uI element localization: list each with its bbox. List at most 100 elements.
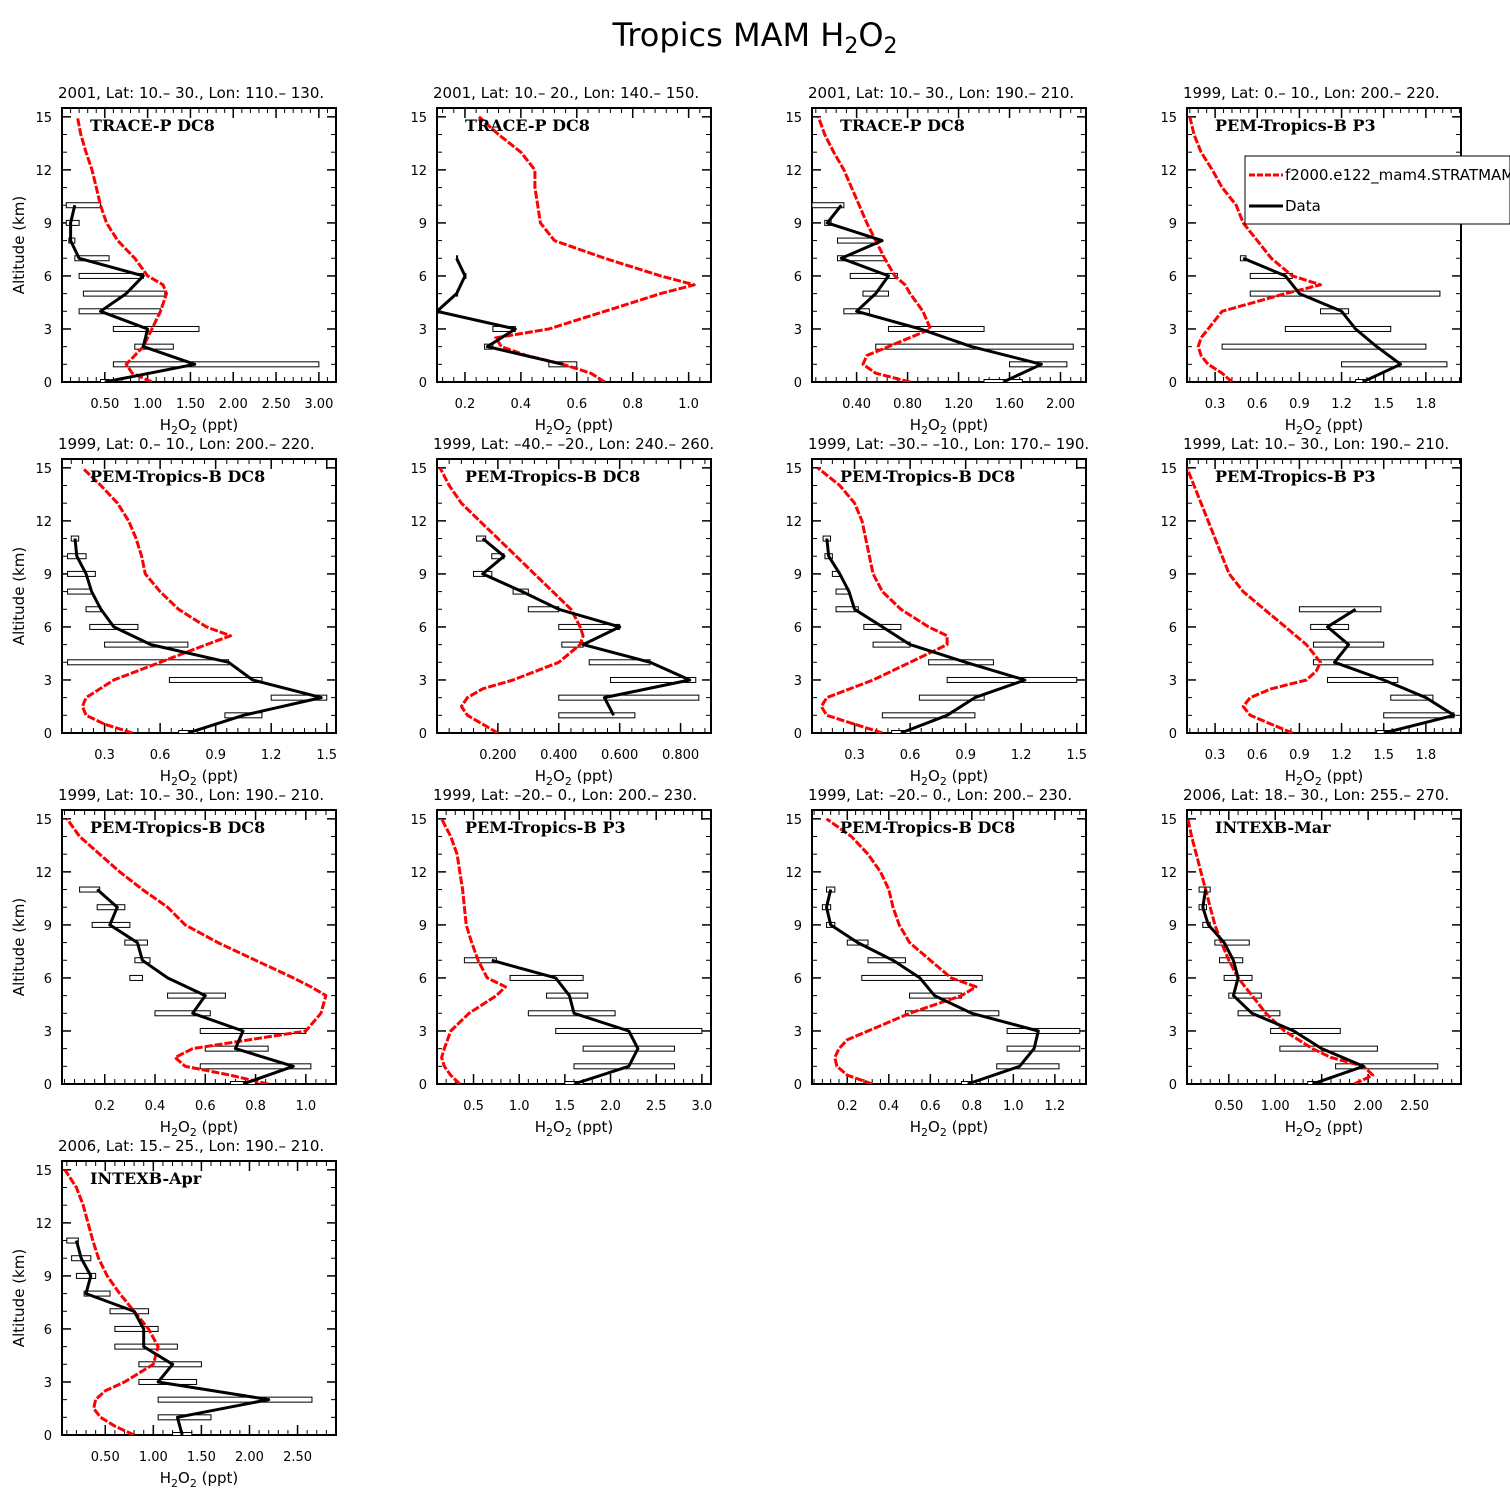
x-tick-label: 2.00 bbox=[235, 1450, 264, 1465]
y-tick-label: 9 bbox=[794, 217, 802, 232]
x-tick-label: 0.2 bbox=[94, 1099, 115, 1114]
x-tick-label: 1.5 bbox=[1373, 397, 1394, 412]
panel-title: 1999, Lat: –30.– –10., Lon: 170.– 190. bbox=[808, 435, 1089, 453]
campaign-label: TRACE-P DC8 bbox=[90, 116, 215, 135]
y-tick-label: 0 bbox=[1169, 376, 1177, 391]
x-tick-label: 0.3 bbox=[1205, 397, 1226, 412]
data-range-bar bbox=[812, 202, 845, 209]
data-series-line bbox=[437, 257, 564, 366]
data-range-bar bbox=[67, 588, 93, 595]
y-tick-label: 3 bbox=[1169, 1025, 1177, 1040]
model-series-line bbox=[63, 1168, 160, 1435]
x-tick-label: 0.3 bbox=[1205, 748, 1226, 763]
y-tick-label: 0 bbox=[1169, 1078, 1177, 1093]
plot-area bbox=[816, 466, 1078, 733]
y-tick-label: 9 bbox=[44, 568, 52, 583]
y-tick-label: 6 bbox=[44, 270, 52, 285]
plot-area bbox=[67, 466, 328, 733]
plot-area bbox=[1187, 818, 1439, 1084]
data-range-bar bbox=[983, 379, 1023, 382]
x-tick-label: 0.40 bbox=[842, 397, 871, 412]
y-tick-label: 12 bbox=[410, 866, 427, 881]
x-tick-label: 1.5 bbox=[555, 1099, 576, 1114]
y-tick-label: 6 bbox=[794, 270, 802, 285]
y-tick-label: 9 bbox=[1169, 919, 1177, 934]
panel: 1999, Lat: 10.– 30., Lon: 190.– 210. 0 3 6 9… bbox=[1160, 435, 1462, 788]
data-range-bar bbox=[1006, 1045, 1081, 1052]
data-range-bar bbox=[558, 712, 636, 719]
y-tick-label: 9 bbox=[1169, 568, 1177, 583]
x-tick-label: 0.50 bbox=[1214, 1099, 1243, 1114]
y-tick-label: 3 bbox=[419, 674, 427, 689]
x-tick-label: 0.6 bbox=[920, 1099, 941, 1114]
y-tick-label: 9 bbox=[44, 1270, 52, 1285]
y-tick-label: 3 bbox=[419, 323, 427, 338]
y-tick-label: 15 bbox=[410, 813, 427, 828]
x-tick-label: 2.00 bbox=[1046, 397, 1075, 412]
y-tick-label: 3 bbox=[794, 674, 802, 689]
y-tick-label: 6 bbox=[44, 621, 52, 636]
plot-area bbox=[65, 817, 328, 1084]
plot-frame bbox=[1186, 458, 1462, 734]
data-range-bar bbox=[1284, 325, 1392, 332]
y-tick-label: 9 bbox=[419, 217, 427, 232]
x-tick-label: 0.6 bbox=[150, 748, 171, 763]
data-range-bar bbox=[476, 535, 487, 542]
data-range-bar bbox=[129, 974, 143, 981]
x-tick-label: 1.0 bbox=[1003, 1099, 1024, 1114]
y-tick-label: 0 bbox=[419, 727, 427, 742]
x-tick-label: 1.2 bbox=[261, 748, 282, 763]
x-tick-label: 2.5 bbox=[646, 1099, 667, 1114]
data-range-bar bbox=[65, 219, 80, 226]
y-tick-label: 15 bbox=[410, 111, 427, 126]
y-tick-label: 9 bbox=[794, 919, 802, 934]
plot-area bbox=[63, 1168, 313, 1435]
panels-container: 2001, Lat: 10.– 30., Lon: 110.– 130. 0 3 6 9… bbox=[10, 84, 1462, 1490]
plot-frame bbox=[61, 809, 337, 1085]
figure-title: Tropics MAM H2O2 bbox=[611, 16, 897, 59]
model-series-line bbox=[477, 115, 696, 382]
panel-title: 2001, Lat: 10.– 30., Lon: 190.– 210. bbox=[808, 84, 1074, 102]
data-range-bar bbox=[67, 570, 96, 577]
y-tick-label: 6 bbox=[44, 972, 52, 987]
x-tick-label: 0.50 bbox=[90, 397, 119, 412]
x-tick-label: 1.00 bbox=[139, 1450, 168, 1465]
plot-area bbox=[438, 467, 700, 733]
y-tick-label: 6 bbox=[794, 972, 802, 987]
y-tick-label: 3 bbox=[1169, 674, 1177, 689]
x-tick-label: 0.6 bbox=[566, 397, 587, 412]
plot-area bbox=[437, 115, 696, 382]
x-tick-label: 1.5 bbox=[316, 748, 337, 763]
x-tick-label: 0.3 bbox=[844, 748, 865, 763]
plot-frame bbox=[811, 458, 1087, 734]
campaign-label: TRACE-P DC8 bbox=[465, 116, 590, 135]
y-tick-label: 0 bbox=[794, 727, 802, 742]
model-series-line bbox=[65, 817, 328, 1084]
x-tick-label: 1.50 bbox=[1307, 1099, 1336, 1114]
plot-frame bbox=[61, 458, 337, 734]
y-tick-label: 6 bbox=[419, 621, 427, 636]
legend-data-label: Data bbox=[1285, 197, 1321, 215]
model-series-line bbox=[825, 817, 978, 1084]
data-series-line bbox=[1242, 256, 1403, 382]
x-tick-label: 3.00 bbox=[304, 397, 333, 412]
x-tick-label: 0.6 bbox=[1247, 748, 1268, 763]
x-tick-label: 0.8 bbox=[245, 1099, 266, 1114]
panel: 1999, Lat: 0.– 10., Lon: 200.– 220. 0 3 6 9 1… bbox=[1160, 84, 1462, 437]
panel: 2006, Lat: 15.– 25., Lon: 190.– 210. 0 3 6 9… bbox=[10, 1137, 337, 1490]
x-tick-label: 1.2 bbox=[1331, 397, 1352, 412]
panel-title: 2001, Lat: 10.– 20., Lon: 140.– 150. bbox=[433, 84, 699, 102]
data-range-bar bbox=[1221, 343, 1427, 350]
x-tick-label: 0.400 bbox=[540, 748, 577, 763]
x-axis-label: H2O2 (ppt) bbox=[910, 416, 989, 437]
legend: f2000.e122_mam4.STRATMAM Data bbox=[1244, 155, 1510, 225]
y-tick-label: 0 bbox=[44, 376, 52, 391]
data-range-bar bbox=[65, 202, 102, 209]
model-series-line bbox=[816, 466, 949, 733]
y-tick-label: 0 bbox=[44, 727, 52, 742]
y-tick-label: 15 bbox=[1160, 462, 1177, 477]
data-range-bar bbox=[835, 606, 859, 613]
panel: 1999, Lat: 10.– 30., Lon: 190.– 210. 0 3 6 9… bbox=[10, 786, 337, 1139]
data-range-bar bbox=[527, 1010, 616, 1017]
data-range-bar bbox=[1327, 676, 1399, 683]
